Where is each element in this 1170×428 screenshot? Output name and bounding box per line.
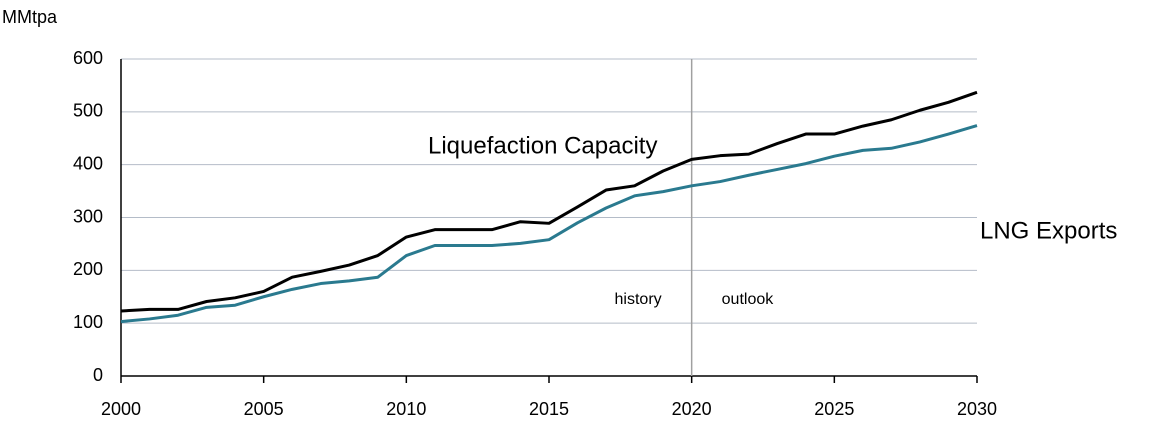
x-tick-label: 2005 [244,399,284,419]
series-line [120,90,978,313]
y-tick-label: 200 [73,259,103,279]
y-tick-label: 0 [93,365,103,385]
x-tick-label: 2015 [529,399,569,419]
y-tick-label: 500 [73,101,103,121]
y-tick-label: 600 [73,48,103,68]
series-label: Liquefaction Capacity [428,132,657,159]
y-tick-label: 300 [73,206,103,226]
annotation: history [615,291,662,308]
y-tick-label: 400 [73,153,103,173]
y-axis-label: MMtpa [2,7,58,27]
y-tick-label: 100 [73,312,103,332]
x-tick-label: 2010 [386,399,426,419]
annotation: outlook [722,291,775,308]
x-tick-label: 2030 [957,399,997,419]
series-label: LNG Exports [980,217,1117,244]
series-line [120,124,978,324]
x-tick-label: 2000 [101,399,141,419]
x-tick-label: 2020 [672,399,712,419]
x-tick-label: 2025 [814,399,854,419]
